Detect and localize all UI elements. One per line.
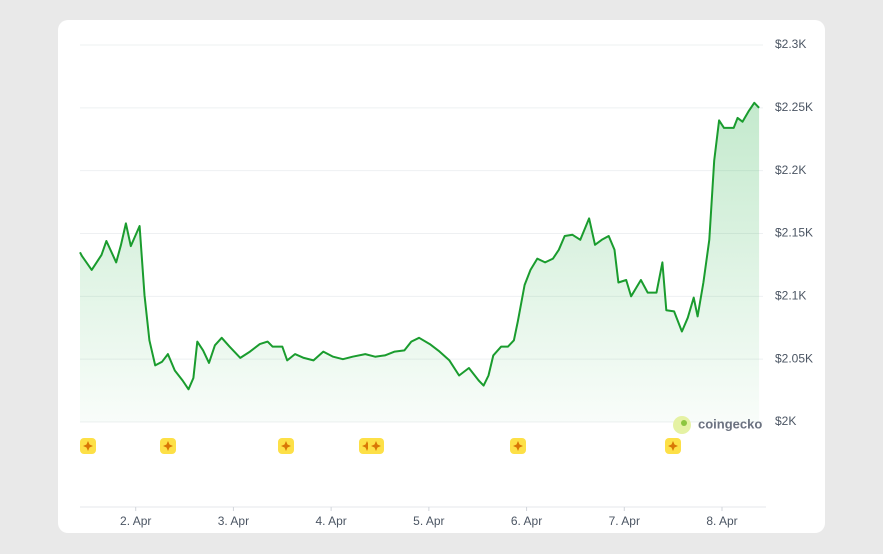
x-tick-label: 6. Apr	[511, 514, 542, 528]
x-tick-label: 3. Apr	[218, 514, 249, 528]
event-marker	[160, 438, 176, 454]
watermark: coingecko	[673, 416, 762, 434]
plot	[79, 101, 760, 423]
event-marker	[278, 438, 294, 454]
y-tick-label: $2.05K	[775, 351, 813, 365]
watermark-logo-eye	[681, 420, 687, 426]
x-tick-label: 7. Apr	[609, 514, 640, 528]
price-area	[80, 102, 760, 423]
y-tick-label: $2.3K	[775, 37, 806, 51]
event-markers	[80, 438, 681, 454]
y-tick-label: $2K	[775, 414, 796, 428]
event-marker	[510, 438, 526, 454]
event-marker	[368, 438, 384, 454]
x-tick-label: 5. Apr	[413, 514, 444, 528]
y-tick-label: $2.1K	[775, 289, 806, 303]
x-tick-label: 4. Apr	[315, 514, 346, 528]
price-line	[79, 101, 760, 391]
y-tick-label: $2.15K	[775, 226, 813, 240]
event-marker	[80, 438, 96, 454]
event-marker	[665, 438, 681, 454]
y-tick-label: $2.2K	[775, 163, 806, 177]
watermark-text: coingecko	[698, 416, 762, 431]
y-tick-label: $2.25K	[775, 100, 813, 114]
x-tick-label: 2. Apr	[120, 514, 151, 528]
x-tick-label: 8. Apr	[706, 514, 737, 528]
